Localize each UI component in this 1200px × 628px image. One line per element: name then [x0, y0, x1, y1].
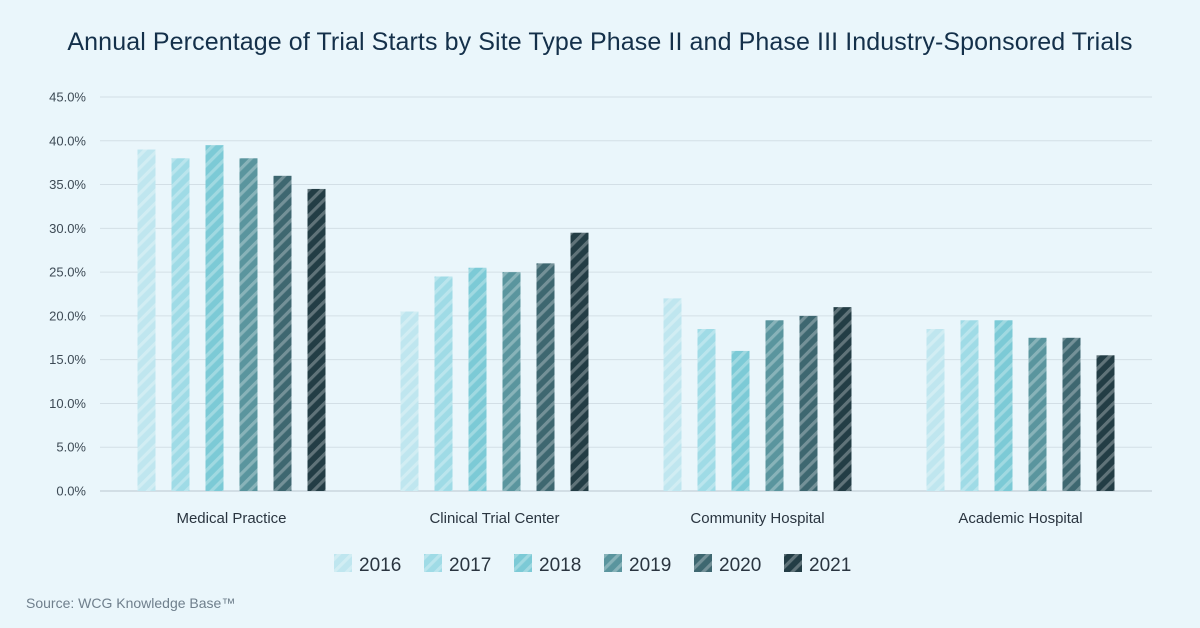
legend-label: 2017: [449, 555, 491, 576]
bar-community-hospital-2021: [833, 307, 852, 491]
legend-swatch: [514, 554, 532, 572]
legend-item: 2018: [514, 554, 581, 576]
bar-clinical-trial-center-2019: [502, 272, 521, 491]
y-tick-label: 30.0%: [49, 221, 86, 236]
bar-clinical-trial-center-2017: [434, 276, 453, 491]
y-tick-label: 40.0%: [49, 133, 86, 148]
bar-academic-hospital-2021: [1096, 355, 1115, 491]
legend-item: 2017: [424, 554, 491, 576]
y-tick-label: 15.0%: [49, 352, 86, 367]
legend-swatch: [784, 554, 802, 572]
x-tick-label: Medical Practice: [176, 510, 286, 527]
bar-medical-practice-2021: [307, 188, 326, 491]
legend-swatch: [334, 554, 352, 572]
bar-community-hospital-2018: [731, 350, 750, 491]
y-tick-label: 25.0%: [49, 265, 86, 280]
legend-item: 2019: [604, 554, 671, 576]
legend-swatch: [424, 554, 442, 572]
legend-label: 2018: [539, 555, 581, 576]
gridlines: [100, 96, 1152, 492]
bar-medical-practice-2019: [239, 158, 258, 492]
bar-clinical-trial-center-2016: [400, 311, 419, 491]
legend-item: 2016: [334, 554, 401, 576]
bar-medical-practice-2020: [273, 175, 292, 492]
legend-label: 2021: [809, 555, 851, 576]
bar-community-hospital-2020: [799, 315, 818, 491]
bar-clinical-trial-center-2018: [468, 267, 487, 491]
legend-label: 2016: [359, 555, 401, 576]
bar-clinical-trial-center-2020: [536, 263, 555, 491]
y-axis-ticks: 0.0% 5.0% 10.0% 15.0% 20.0% 25.0% 30.0% 35.0% 40…: [49, 90, 86, 499]
y-tick-label: 20.0%: [49, 308, 86, 323]
legend-label: 2019: [629, 555, 671, 576]
bar-academic-hospital-2016: [926, 329, 945, 491]
chart-title: Annual Percentage of Trial Starts by Sit…: [67, 28, 1133, 56]
x-tick-label: Academic Hospital: [958, 510, 1082, 527]
bar-academic-hospital-2020: [1062, 337, 1081, 491]
bar-academic-hospital-2018: [994, 320, 1013, 491]
x-tick-label: Community Hospital: [690, 510, 824, 527]
y-tick-label: 5.0%: [56, 440, 86, 455]
bar-community-hospital-2017: [697, 329, 716, 491]
legend-item: 2021: [784, 554, 851, 576]
source-note: Source: WCG Knowledge Base™: [26, 595, 236, 611]
y-tick-label: 10.0%: [49, 396, 86, 411]
bar-community-hospital-2016: [663, 298, 682, 491]
bar-academic-hospital-2017: [960, 320, 979, 491]
bar-medical-practice-2017: [171, 158, 190, 492]
legend-swatch: [694, 554, 712, 572]
x-tick-label: Clinical Trial Center: [429, 510, 559, 527]
bar-community-hospital-2019: [765, 320, 784, 491]
bar-medical-practice-2016: [137, 149, 156, 492]
y-tick-label: 45.0%: [49, 90, 86, 105]
y-tick-label: 0.0%: [56, 484, 86, 499]
x-axis-labels: Medical Practice Clinical Trial Center Com…: [176, 510, 1082, 527]
legend-swatch: [604, 554, 622, 572]
legend: 2016 2017 2018 2019 2020 2021: [334, 554, 851, 576]
y-tick-label: 35.0%: [49, 177, 86, 192]
legend-label: 2020: [719, 555, 761, 576]
bars: [137, 145, 1115, 492]
legend-item: 2020: [694, 554, 761, 576]
bar-academic-hospital-2019: [1028, 337, 1047, 491]
bar-clinical-trial-center-2021: [570, 232, 589, 491]
bar-medical-practice-2018: [205, 145, 224, 491]
